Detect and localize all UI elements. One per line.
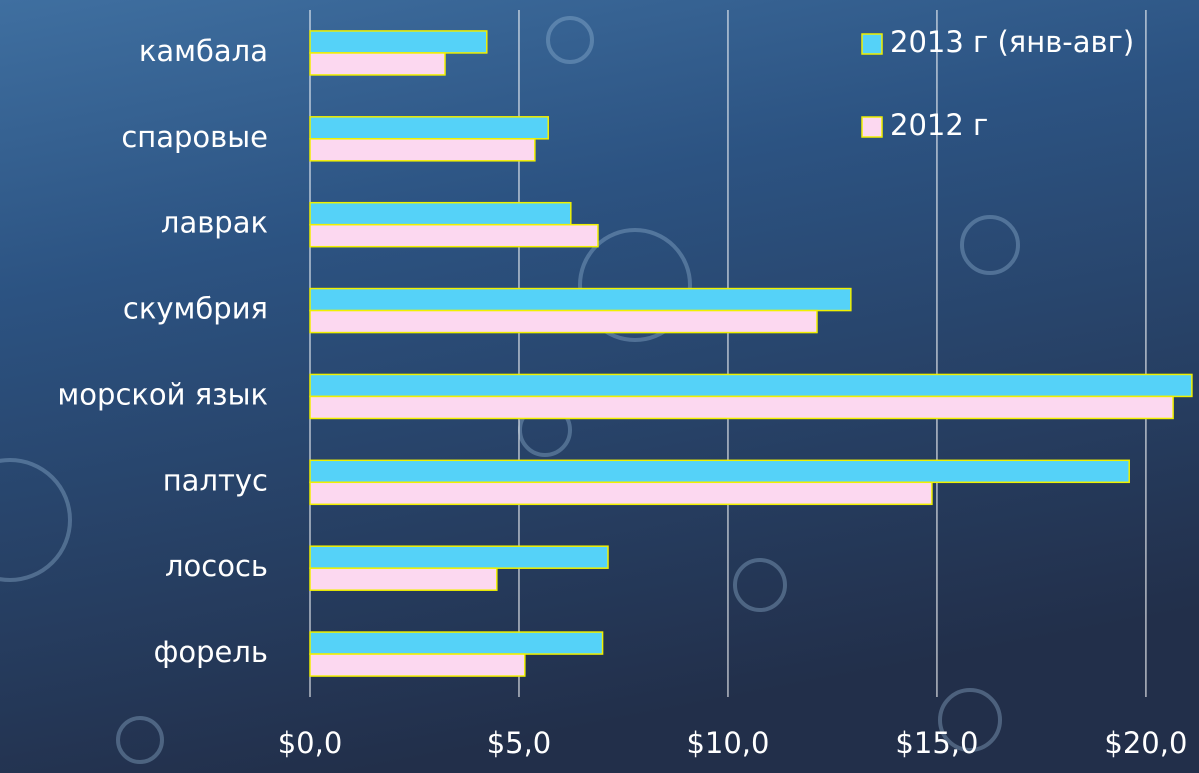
x-tick-label: $15,0 [895,726,978,760]
legend-label: 2013 г (янв-авг) [890,25,1134,59]
y-tick-label: камбала [139,34,268,68]
bar [309,481,933,506]
bar [309,138,536,162]
x-tick-label: $0,0 [278,726,343,760]
bar [309,459,1130,484]
bar [309,631,604,655]
y-tick-label: скумбрия [123,292,268,326]
bar [309,395,1174,420]
bar [309,567,498,591]
y-tick-label: лаврак [161,206,268,240]
bar [309,52,446,76]
bar [309,545,609,569]
plot: $0,0 $5,0 $10,0 $15,0 $20,0 камбала спаровые ла… [57,10,1193,760]
legend-swatch [861,33,883,55]
bar [309,653,526,677]
bar [309,223,599,248]
legend-swatch [861,116,883,138]
bar [309,287,852,312]
bar [309,116,549,140]
y-tick-label: палтус [163,463,268,497]
bar [309,201,572,226]
bar [309,30,488,54]
bar [309,373,1193,398]
bar [309,309,818,334]
y-tick-label: спаровые [121,120,268,154]
y-tick-label: морской язык [57,377,268,411]
y-tick-label: лосось [165,549,268,583]
x-tick-label: $10,0 [686,726,769,760]
x-tick-label: $5,0 [487,726,552,760]
legend-label: 2012 г [890,108,988,142]
y-tick-label: форель [154,635,268,669]
x-tick-label: $20,0 [1104,726,1187,760]
